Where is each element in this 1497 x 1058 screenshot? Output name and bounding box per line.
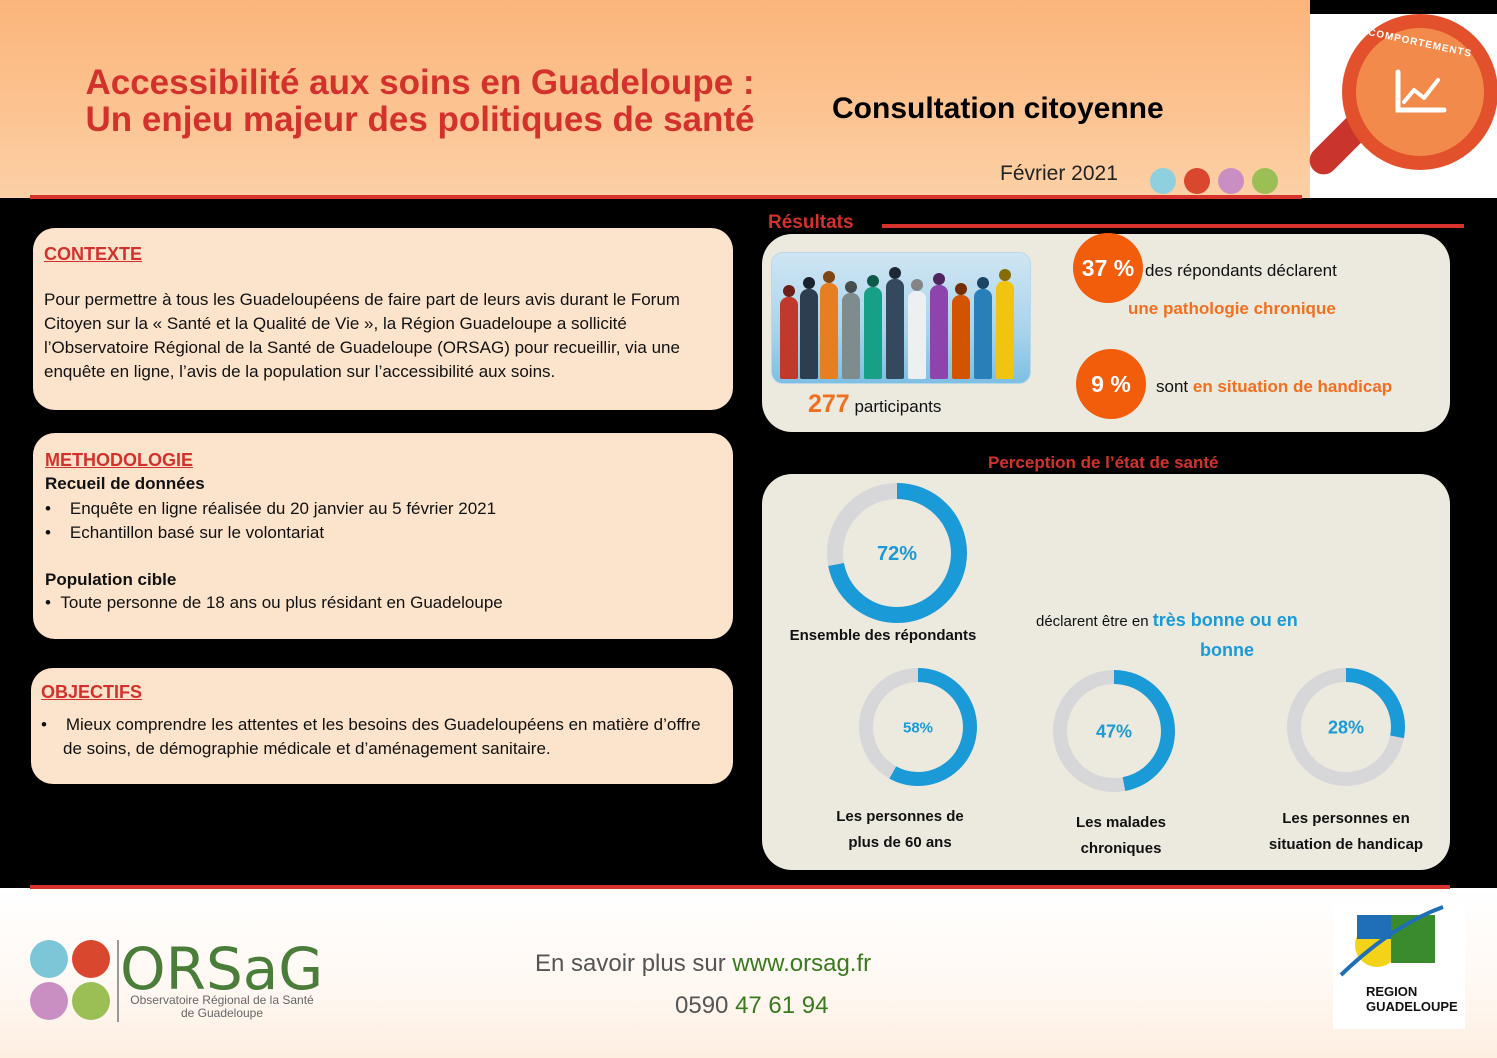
region-logo bbox=[1333, 905, 1465, 1029]
donut-caption-60plus: Les personnes de plus de 60 ans bbox=[836, 808, 964, 851]
contexte-text: Pour permettre à tous les Guadeloupéens … bbox=[44, 290, 680, 381]
methodologie-card: METHODOLOGIE Recueil de données • Enquêt… bbox=[33, 433, 733, 639]
stat-chronic-highlight: une pathologie chronique bbox=[1128, 299, 1336, 318]
orsag-logo: ORSaG bbox=[120, 935, 324, 1003]
region-emblem-icon bbox=[1339, 905, 1444, 977]
stat-handicap-highlight: en situation de handicap bbox=[1192, 377, 1393, 396]
donut-arc bbox=[827, 483, 967, 623]
heart-icon bbox=[72, 940, 110, 978]
donut-percent-label: 72% bbox=[877, 543, 917, 565]
footer bbox=[0, 888, 1497, 1058]
donut-arc bbox=[1053, 670, 1175, 792]
more-info-text: En savoir plus sur bbox=[535, 950, 726, 977]
bar-chart-icon bbox=[30, 982, 68, 1020]
objectifs-heading: OBJECTIFS bbox=[41, 682, 143, 702]
orsag-icons bbox=[28, 940, 114, 1024]
stat-handicap: sont en situation de handicap bbox=[1156, 377, 1392, 397]
resultats-divider bbox=[882, 224, 1464, 228]
stat-chronic-value: 37 % bbox=[1073, 233, 1143, 303]
objectifs-card: OBJECTIFS • Mieux comprendre les attente… bbox=[31, 668, 733, 784]
participants-label: participants bbox=[854, 397, 942, 416]
stat-handicap-text: sont bbox=[1156, 377, 1189, 396]
perception-mid-highlight-1: très bonne ou en bbox=[1152, 610, 1298, 630]
color-dots bbox=[1150, 168, 1278, 194]
orsag-subtitle: Observatoire Régional de la Santé de Gua… bbox=[130, 993, 314, 1020]
donut-arc bbox=[859, 668, 977, 786]
donut-percent-label: 58% bbox=[903, 719, 933, 736]
participants-illustration bbox=[771, 252, 1031, 384]
perception-mid-highlight-2: bonne bbox=[1200, 640, 1254, 660]
population-heading: Population cible bbox=[45, 570, 177, 589]
donut-percent-label: 28% bbox=[1328, 717, 1364, 737]
region-name: REGION GUADELOUPE bbox=[1366, 984, 1458, 1014]
dot-4 bbox=[1252, 168, 1278, 194]
resultats-heading: Résultats bbox=[768, 212, 854, 233]
title-line-2: Un enjeu majeur des politiques de santé bbox=[85, 100, 755, 139]
objectifs-list: • Mieux comprendre les attentes et les b… bbox=[41, 713, 701, 761]
more-info: En savoir plus sur www.orsag.fr bbox=[535, 950, 871, 978]
perception-mid: déclarent être en très bonne ou en bbox=[1036, 610, 1298, 631]
donut-arc bbox=[1287, 668, 1405, 786]
donut-caption-handicap: Les personnes en situation de handicap bbox=[1268, 810, 1424, 853]
donut-caption-chronic: Les malades chroniques bbox=[1075, 814, 1167, 857]
list-item: • Enquête en ligne réalisée du 20 janvie… bbox=[45, 499, 497, 518]
header-banner bbox=[0, 0, 1310, 198]
participants: 277 participants bbox=[808, 390, 941, 419]
donut-percent-label: 47% bbox=[1096, 721, 1132, 741]
publication-date: Février 2021 bbox=[1000, 162, 1118, 185]
header-divider bbox=[30, 195, 1302, 199]
list-item: • Echantillon basé sur le volontariat bbox=[45, 523, 325, 542]
dot-1 bbox=[1150, 168, 1176, 194]
logo-separator bbox=[117, 940, 119, 1022]
title-line-1: Accessibilité aux soins en Guadeloupe : bbox=[85, 63, 755, 102]
stat-handicap-value: 9 % bbox=[1076, 349, 1146, 419]
list-item: • Mieux comprendre les attentes et les b… bbox=[41, 715, 701, 758]
population-list: • Toute personne de 18 ans ou plus résid… bbox=[45, 591, 705, 615]
recueil-heading: Recueil de données bbox=[45, 474, 205, 493]
recueil-list: • Enquête en ligne réalisée du 20 janvie… bbox=[45, 497, 705, 545]
perception-heading: Perception de l’état de santé bbox=[988, 453, 1219, 472]
map-icon bbox=[72, 982, 110, 1020]
phone-number: 0590 47 61 94 bbox=[675, 992, 829, 1019]
dot-3 bbox=[1218, 168, 1244, 194]
website-link[interactable]: www.orsag.fr bbox=[732, 950, 872, 977]
participants-count: 277 bbox=[808, 390, 850, 418]
stat-chronic-text: des répondants déclarent bbox=[1145, 261, 1337, 280]
page-subtitle: Consultation citoyenne bbox=[832, 92, 1164, 125]
page-title: Accessibilité aux soins en Guadeloupe : … bbox=[40, 64, 800, 138]
list-item: • Toute personne de 18 ans ou plus résid… bbox=[45, 593, 503, 612]
dot-2 bbox=[1184, 168, 1210, 194]
contexte-card: CONTEXTE Pour permettre à tous les Guade… bbox=[33, 228, 733, 410]
perception-mid-text: déclarent être en bbox=[1036, 613, 1149, 630]
donut-caption-all: Ensemble des répondants bbox=[789, 627, 977, 644]
search-icon bbox=[30, 940, 68, 978]
contexte-heading: CONTEXTE bbox=[44, 244, 143, 264]
footer-divider bbox=[30, 885, 1450, 889]
chart-trend-icon bbox=[1356, 28, 1484, 156]
methodologie-heading: METHODOLOGIE bbox=[45, 450, 193, 470]
